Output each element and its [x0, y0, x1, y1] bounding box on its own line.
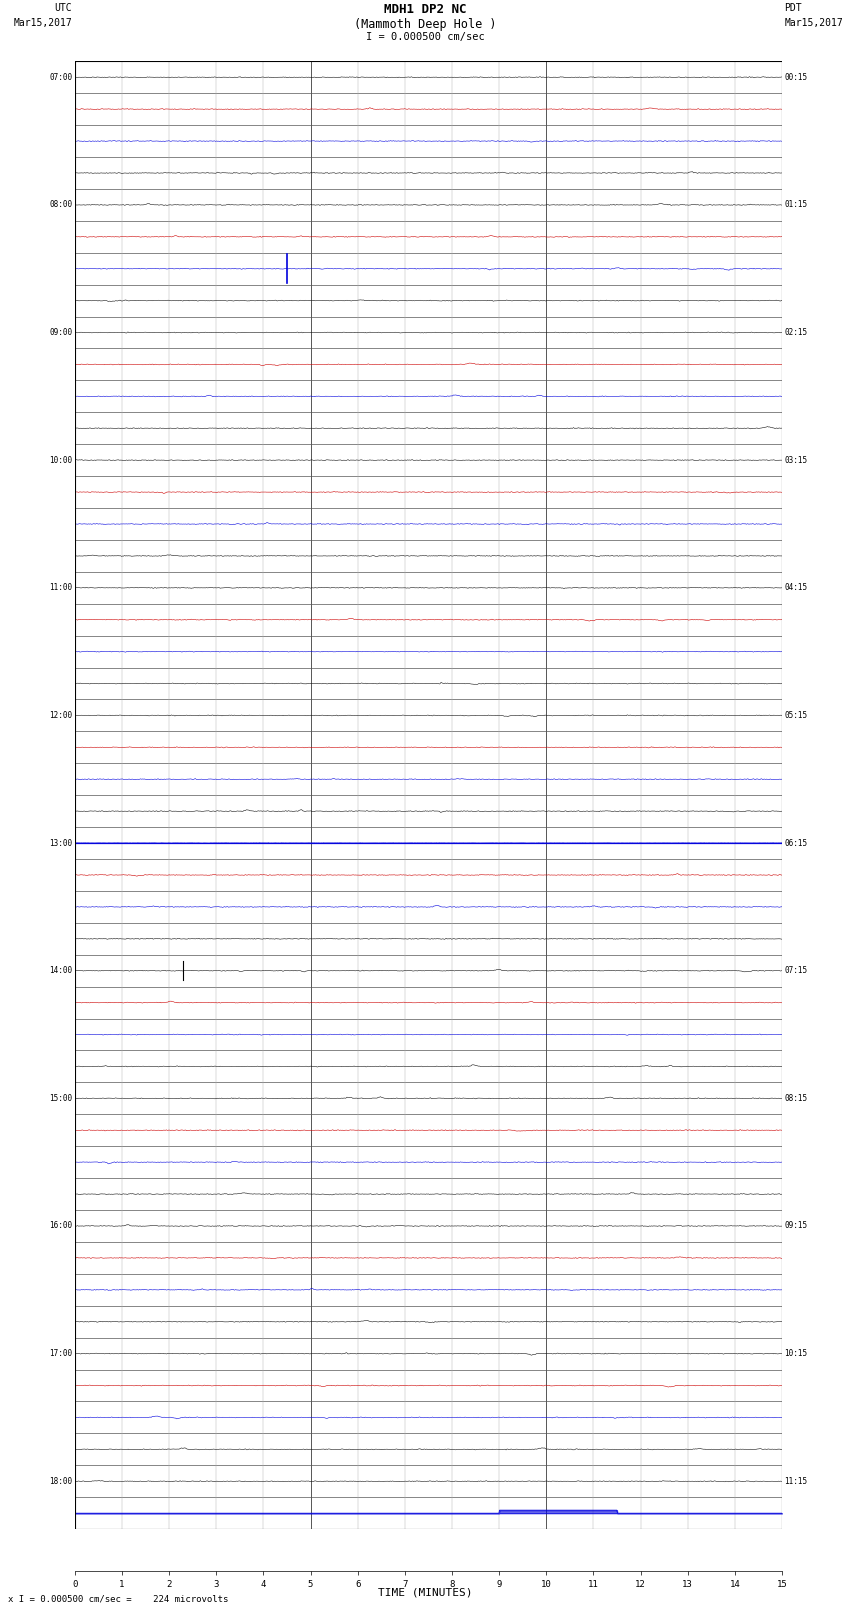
Text: Mar15,2017: Mar15,2017: [785, 18, 843, 27]
Text: 10:15: 10:15: [785, 1348, 808, 1358]
Text: 08:00: 08:00: [49, 200, 72, 210]
Text: 04:15: 04:15: [785, 584, 808, 592]
Text: 00:15: 00:15: [785, 73, 808, 82]
Text: 12:00: 12:00: [49, 711, 72, 719]
Text: 08:15: 08:15: [785, 1094, 808, 1103]
Text: 07:00: 07:00: [49, 73, 72, 82]
Text: TIME (MINUTES): TIME (MINUTES): [377, 1587, 473, 1597]
Text: 03:15: 03:15: [785, 455, 808, 465]
Text: UTC: UTC: [54, 3, 72, 13]
Text: 11:15: 11:15: [785, 1478, 808, 1486]
Text: 11:00: 11:00: [49, 584, 72, 592]
Text: 06:15: 06:15: [785, 839, 808, 847]
Text: 16:00: 16:00: [49, 1221, 72, 1231]
Text: Mar15,2017: Mar15,2017: [14, 18, 72, 27]
Text: 10:00: 10:00: [49, 455, 72, 465]
Text: 17:00: 17:00: [49, 1348, 72, 1358]
Text: (Mammoth Deep Hole ): (Mammoth Deep Hole ): [354, 18, 496, 31]
Text: 07:15: 07:15: [785, 966, 808, 976]
Text: 13:00: 13:00: [49, 839, 72, 847]
Text: PDT: PDT: [785, 3, 802, 13]
Text: 02:15: 02:15: [785, 327, 808, 337]
Text: 18:00: 18:00: [49, 1478, 72, 1486]
Text: 15:00: 15:00: [49, 1094, 72, 1103]
Text: 01:15: 01:15: [785, 200, 808, 210]
Text: 05:15: 05:15: [785, 711, 808, 719]
Text: I = 0.000500 cm/sec: I = 0.000500 cm/sec: [366, 32, 484, 42]
Text: 09:00: 09:00: [49, 327, 72, 337]
Text: 09:15: 09:15: [785, 1221, 808, 1231]
Text: x I = 0.000500 cm/sec =    224 microvolts: x I = 0.000500 cm/sec = 224 microvolts: [8, 1594, 229, 1603]
Text: 14:00: 14:00: [49, 966, 72, 976]
Text: MDH1 DP2 NC: MDH1 DP2 NC: [383, 3, 467, 16]
